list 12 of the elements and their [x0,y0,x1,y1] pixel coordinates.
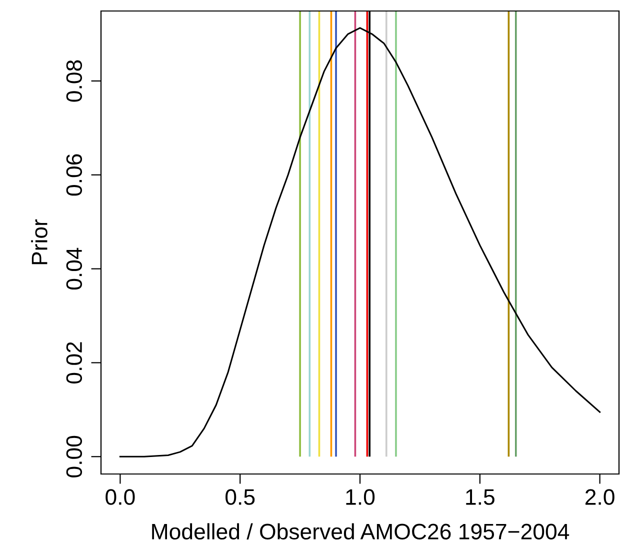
x-axis-title: Modelled / Observed AMOC26 1957−2004 [152,523,570,540]
y-tick-label: 0.06 [66,154,82,196]
y-tick-label: 0.04 [66,248,82,290]
x-tick-label: 1.5 [466,489,494,505]
x-tick-label: 0.5 [226,489,255,505]
x-tick-label: 2.0 [585,489,614,505]
y-tick-label: 0.08 [66,60,82,102]
y-axis-title: Prior [31,219,48,264]
x-tick-label: 1.0 [346,489,375,505]
y-tick-label: 0.00 [66,436,82,478]
x-tick-label: 0.0 [106,489,135,505]
y-tick-label: 0.02 [66,342,82,384]
